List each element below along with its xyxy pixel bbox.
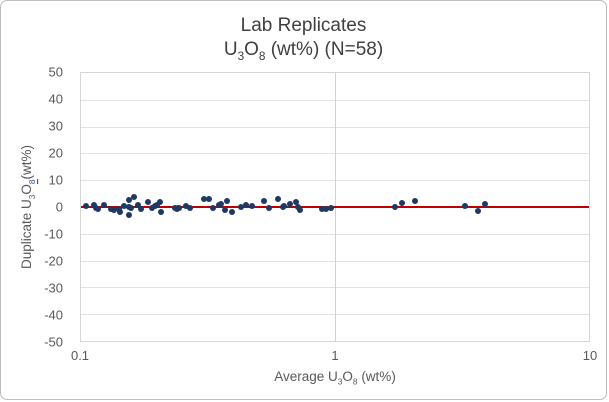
x-axis-title-prefix: Average U: [274, 369, 338, 384]
data-point: [183, 203, 190, 210]
chart-title-line1: Lab Replicates: [240, 15, 367, 36]
x-axis-title-o: O: [342, 369, 353, 384]
data-point: [474, 208, 481, 215]
data-point: [249, 202, 256, 209]
data-point: [130, 193, 137, 200]
data-point: [153, 202, 160, 209]
data-point: [157, 209, 164, 216]
data-point: [210, 205, 217, 212]
y-tick-label: -20: [44, 253, 63, 269]
data-point: [229, 209, 236, 216]
data-point: [128, 205, 135, 212]
x-axis-title-rest: (wt%): [357, 369, 396, 384]
data-point: [481, 200, 488, 207]
data-point: [107, 205, 114, 212]
data-point: [90, 201, 97, 208]
data-point: [201, 196, 208, 203]
data-point: [322, 206, 329, 213]
y-tick-label: 10: [48, 172, 63, 188]
data-point: [117, 209, 124, 216]
title-formula-u: U: [223, 39, 238, 60]
data-point: [115, 205, 122, 212]
title-formula-rest: (wt%) (N=58): [265, 39, 384, 60]
data-point: [318, 206, 325, 213]
data-point: [186, 205, 193, 212]
plot-area: [80, 72, 590, 342]
data-point: [462, 202, 469, 209]
y-tick-label: -50: [44, 334, 63, 350]
x-tick-label: 0.1: [70, 348, 90, 363]
data-point: [95, 205, 102, 212]
data-point: [176, 204, 183, 211]
y-tick-label: 0: [55, 199, 63, 215]
x-tick-label: 10: [582, 348, 598, 363]
chart-title-line2: U3O8 (wt%) (N=58): [1, 38, 606, 69]
data-point: [294, 204, 301, 210]
title-formula-o: O: [244, 39, 259, 60]
data-point: [292, 198, 299, 205]
data-point: [266, 204, 273, 211]
chart-title: Lab Replicates U3O8 (wt%) (N=58): [1, 14, 606, 69]
data-point: [411, 197, 418, 204]
title-formula-sub3: 3: [237, 49, 245, 63]
data-point: [238, 204, 245, 210]
data-point: [137, 205, 144, 212]
data-point: [224, 197, 231, 204]
data-point: [121, 202, 128, 209]
y-tick-label: -40: [44, 307, 63, 323]
reference-line: [81, 206, 589, 208]
data-point: [260, 197, 267, 204]
x-axis-title-sub3: 3: [337, 376, 343, 387]
data-point: [125, 197, 132, 204]
x-axis-title: Average U3O8 (wt%): [80, 369, 590, 387]
y-tick-label: -30: [44, 280, 63, 296]
y-tick-label: 40: [48, 91, 63, 107]
data-point: [156, 198, 163, 205]
data-point: [135, 201, 142, 208]
y-tick-label: 20: [48, 145, 63, 161]
y-axis-title-prefix: Duplicate U: [19, 199, 35, 270]
y-tick-label: 50: [48, 64, 63, 80]
data-point: [100, 202, 107, 209]
x-tick-label: 1: [331, 348, 339, 363]
y-axis-tick-labels: 50 40 30 20 10 0 -10 -20 -30 -40 -50: [1, 65, 67, 350]
x-axis-tick-labels: 0.1 1 10: [71, 348, 597, 366]
data-point: [144, 199, 151, 206]
data-point: [391, 203, 398, 210]
data-point: [83, 203, 90, 210]
y-axis-title-o: O: [19, 184, 35, 195]
data-point: [286, 200, 293, 207]
data-point: [281, 202, 288, 209]
y-axis-title-rest: (wt%): [19, 144, 35, 180]
data-point: [296, 207, 303, 214]
data-point: [243, 201, 250, 208]
y-tick-label: -10: [44, 226, 63, 242]
title-formula-sub8: 8: [258, 49, 266, 63]
data-point: [275, 195, 282, 202]
data-point: [206, 195, 213, 202]
data-point: [327, 205, 334, 212]
y-axis-title-sub8-artifact-icon: 8: [26, 179, 38, 185]
data-point: [218, 200, 225, 207]
data-point: [222, 207, 229, 214]
y-tick-label: 30: [48, 118, 63, 134]
y-axis-title-sub3: 3: [26, 194, 37, 200]
x-axis-title-sub8: 8: [352, 376, 358, 387]
data-point: [126, 211, 133, 218]
data-point: [111, 206, 118, 213]
data-point: [398, 199, 405, 206]
